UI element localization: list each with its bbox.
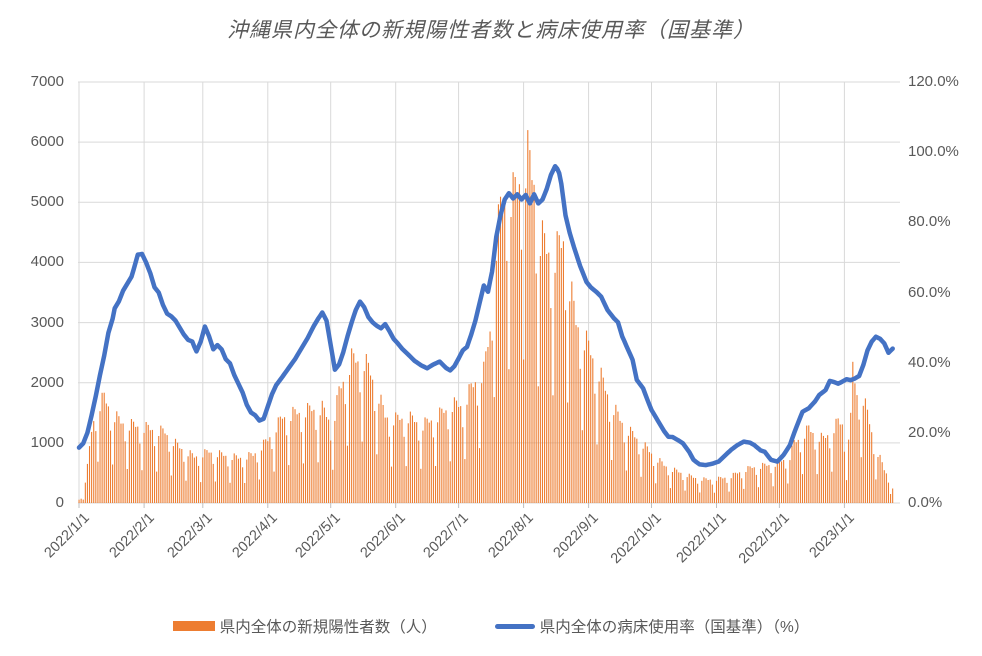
bar-series-swatch-icon [172, 621, 215, 631]
line-series-swatch-icon [494, 623, 535, 629]
legend-item-bed-usage: 県内全体の病床使用率（国基準）（%） [494, 615, 810, 637]
y-axis-left-tick-label: 0 [55, 494, 64, 511]
y-axis-right-tick-label: 100.0% [908, 143, 959, 161]
legend-label-cases: 県内全体の新規陽性者数（人） [219, 619, 437, 636]
y-axis-left-tick-label: 6000 [30, 133, 64, 151]
chart-title: 沖縄県内全体の新規陽性者数と病床使用率（国基準） [227, 19, 755, 42]
y-axis-left-tick-label: 4000 [30, 253, 64, 271]
legend-label-bed-usage: 県内全体の病床使用率（国基準）（%） [539, 619, 810, 636]
legend-item-cases: 県内全体の新規陽性者数（人） [172, 615, 437, 637]
y-axis-left-tick-label: 3000 [30, 313, 64, 331]
y-axis-right-tick-label: 40.0% [908, 353, 951, 371]
y-axis-left-tick-label: 7000 [30, 73, 64, 90]
y-axis-left-tick-label: 1000 [30, 433, 64, 451]
y-axis-right-tick-label: 80.0% [908, 213, 951, 231]
y-axis-right-tick-label: 0.0% [908, 494, 943, 511]
y-axis-right-tick-label: 120.0% [908, 73, 959, 90]
y-axis-left-tick-label: 5000 [30, 193, 64, 211]
y-axis-left-tick-label: 2000 [30, 373, 64, 391]
y-axis-right-tick-label: 20.0% [908, 423, 951, 441]
y-axis-right-tick-label: 60.0% [908, 283, 951, 301]
legend: 県内全体の新規陽性者数（人） 県内全体の病床使用率（国基準）（%） [0, 615, 982, 637]
